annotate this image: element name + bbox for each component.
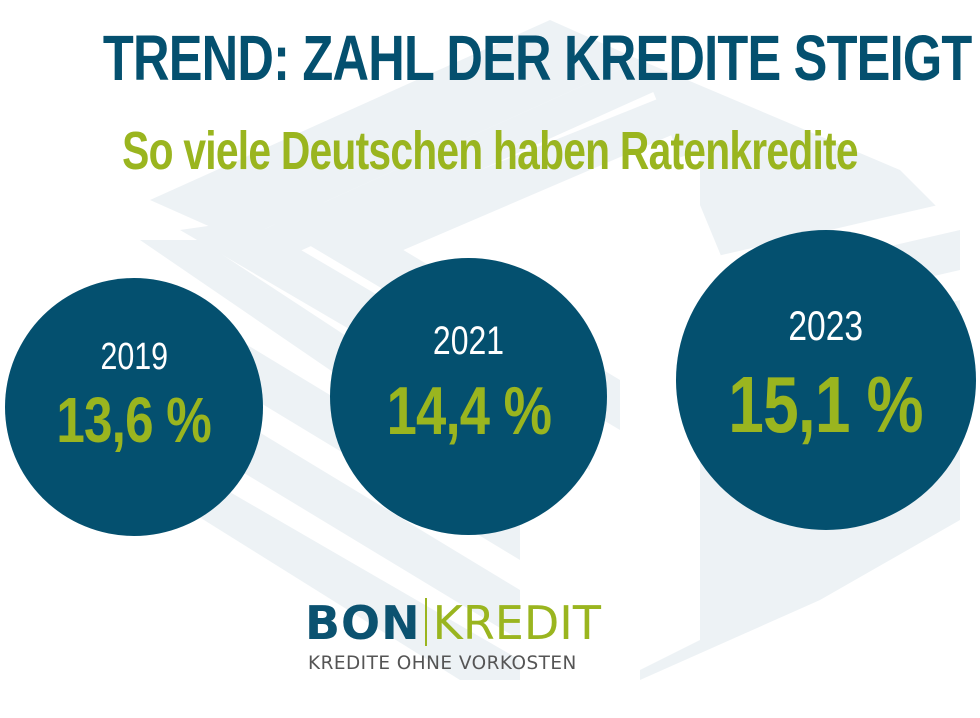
logo-wordmark: BON KREDIT [305, 594, 601, 646]
bubble-2019: 2019 13,6 % [5, 278, 263, 536]
page-title: TREND: ZAHL DER KREDITE STEIGT [102, 22, 972, 94]
bubble-2021: 2021 14,4 % [330, 258, 607, 535]
logo-kredit: KREDIT [432, 596, 601, 650]
page-subtitle: So viele Deutschen haben Ratenkredite [122, 121, 858, 181]
bubble-value: 13,6 % [56, 384, 212, 456]
bubble-value: 14,4 % [386, 373, 551, 449]
logo-divider [424, 598, 427, 646]
bubble-year: 2021 [432, 319, 505, 363]
logo-tagline: KREDITE OHNE VORKOSTEN [308, 652, 577, 674]
bubble-year: 2023 [788, 302, 864, 349]
bonkredit-logo: BON KREDIT KREDITE OHNE VORKOSTEN [305, 594, 650, 684]
bubble-2023: 2023 15,1 % [676, 230, 976, 530]
bubble-value: 15,1 % [728, 360, 924, 449]
logo-bon: BON [305, 596, 421, 650]
bubble-year: 2019 [100, 336, 168, 378]
